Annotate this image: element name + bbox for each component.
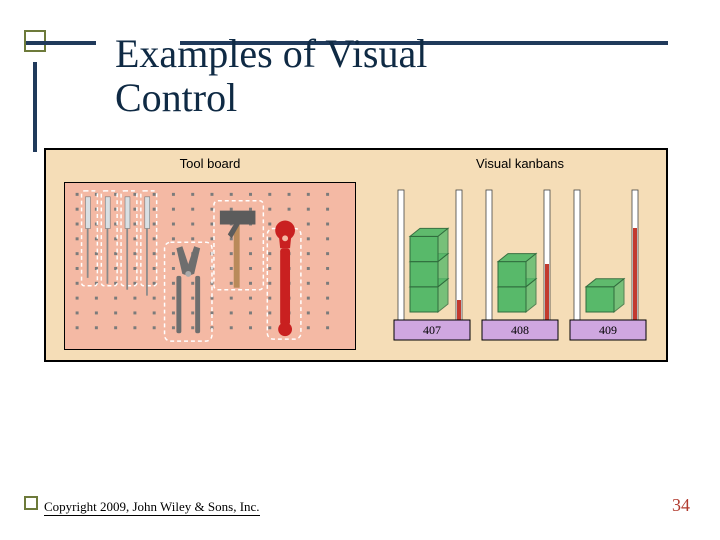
accent-line-left [33,62,37,152]
svg-text:409: 409 [599,323,617,337]
svg-text:408: 408 [511,323,529,337]
figure-container: Tool board Visual kanbans 407 408 409 [44,148,668,362]
footer-copyright: Copyright 2009, John Wiley & Sons, Inc. [44,499,260,516]
accent-line-top-short [26,41,96,45]
svg-text:407: 407 [423,323,441,337]
kanban-diagram: 407 408 409 [384,182,656,350]
toolboard-diagram [64,182,356,350]
panel-label-toolboard: Tool board [64,156,356,171]
page-title: Examples of VisualControl [115,32,427,120]
footer-page-number: 34 [672,495,690,516]
accent-square-bottom [24,496,38,510]
panel-label-kanban: Visual kanbans [384,156,656,171]
